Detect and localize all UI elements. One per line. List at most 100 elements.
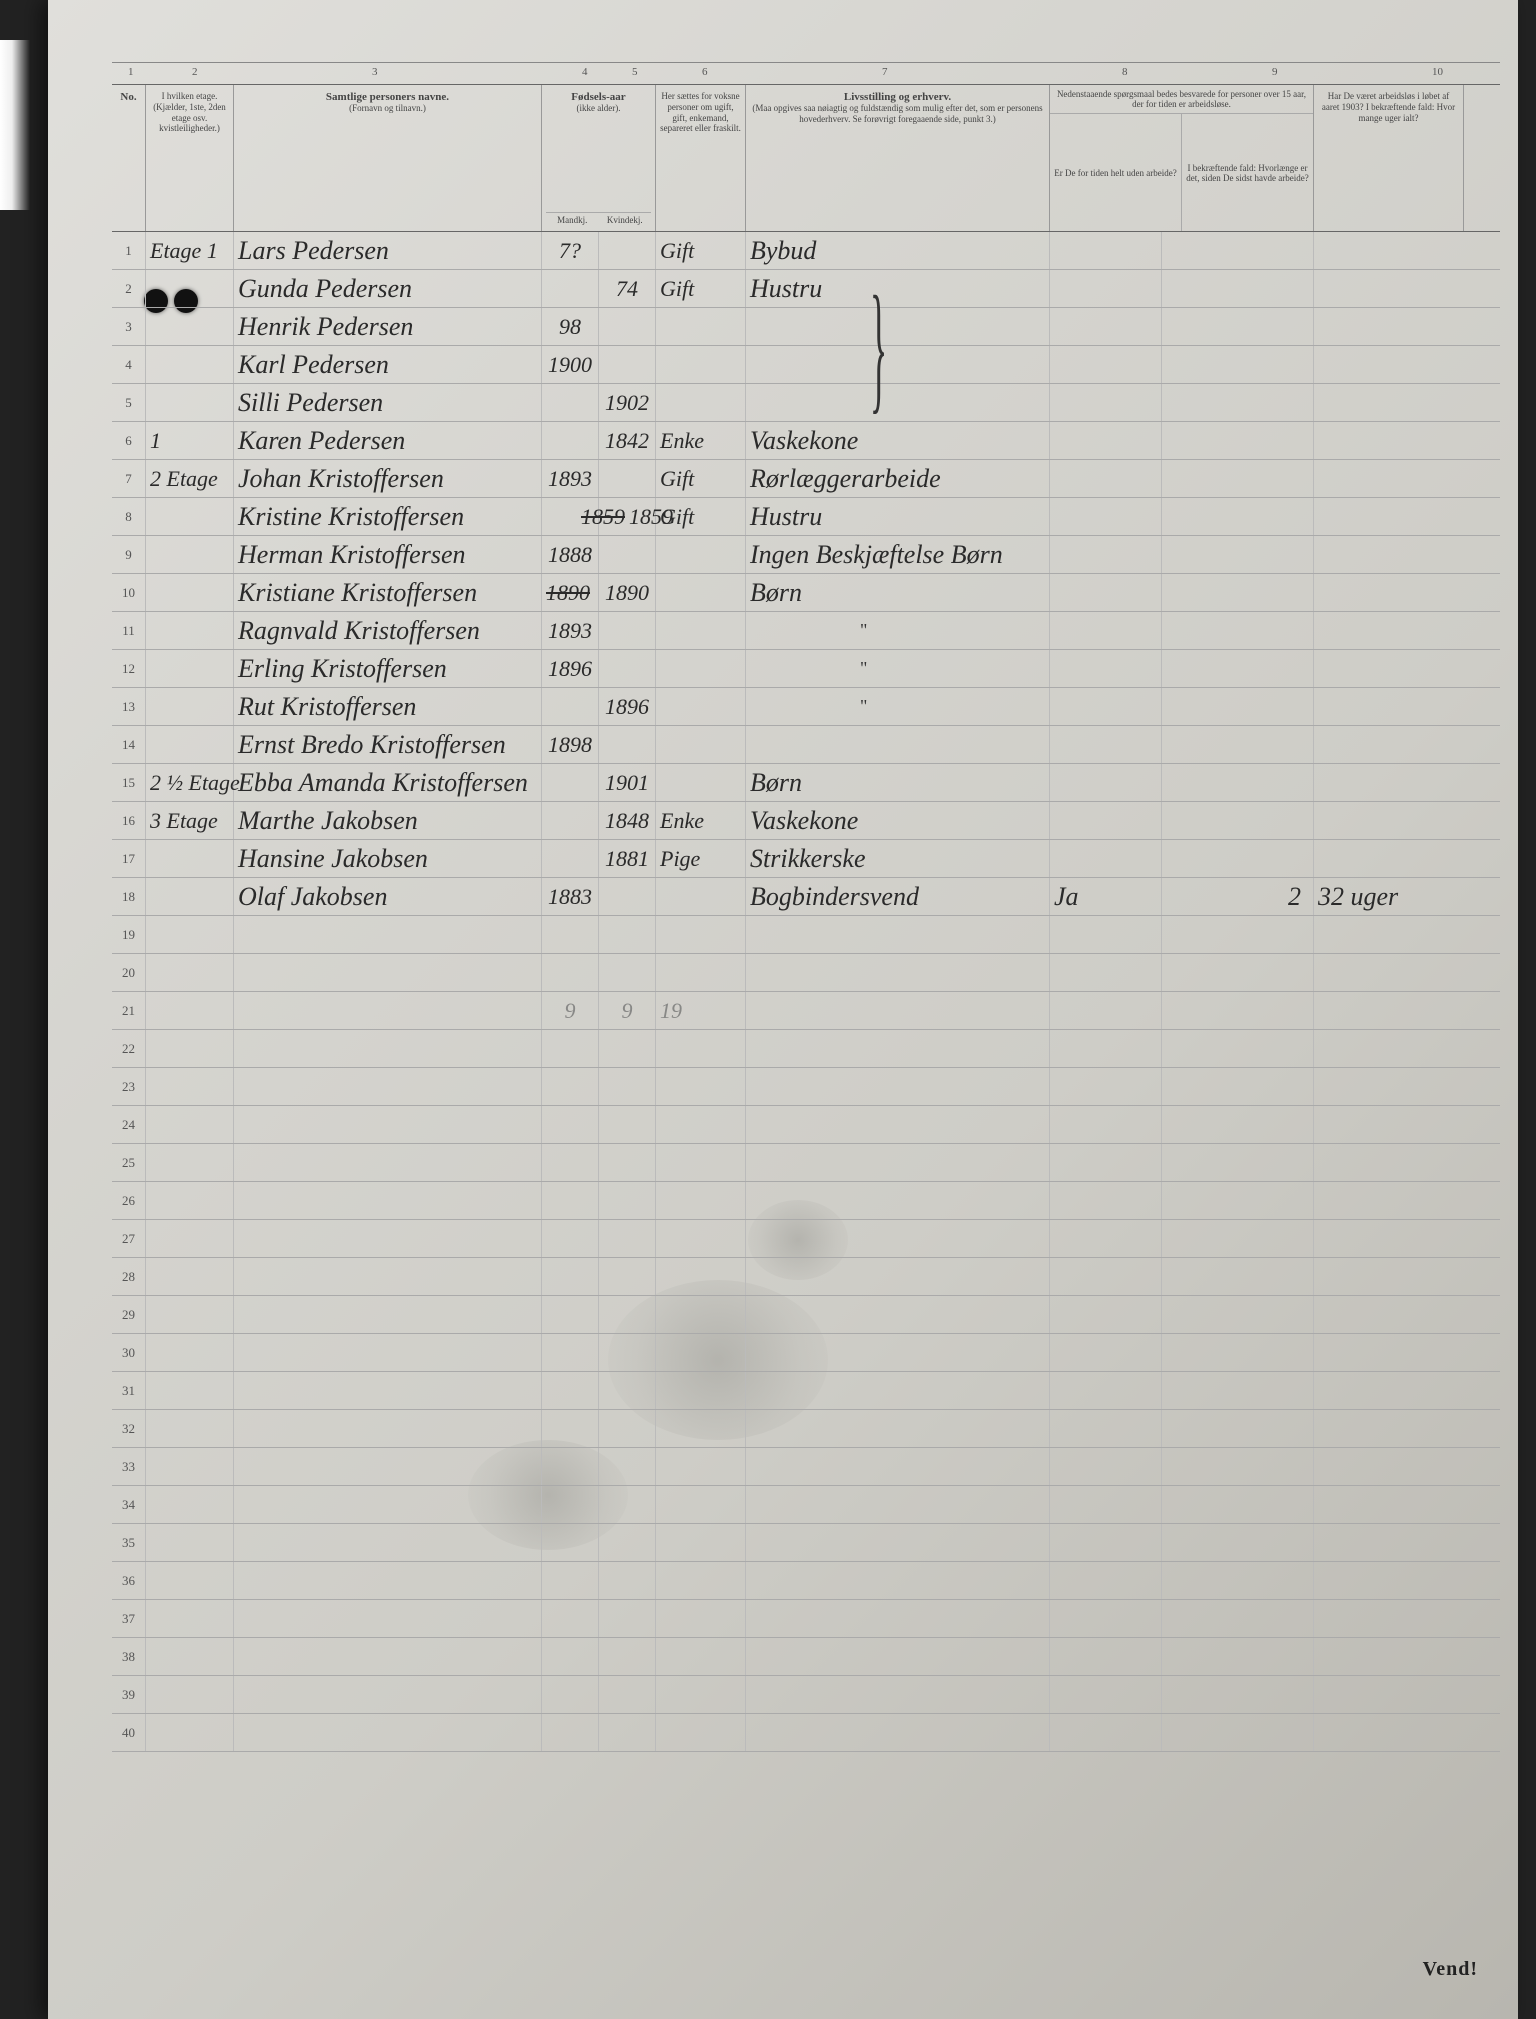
cell-year-female [599,1106,656,1143]
column-number: 6 [702,66,708,78]
cell-etage [146,574,234,611]
cell-etage [146,1258,234,1295]
cell-civil [656,954,746,991]
cell-occupation: Bogbindersvend [746,878,1050,915]
cell-name: Johan Kristoffersen [234,460,542,497]
column-number: 10 [1432,66,1443,78]
table-row-empty: 219919 [112,992,1500,1030]
cell-occupation: Ingen Beskjæftelse Børn [746,536,1050,573]
cell-name: Silli Pedersen [234,384,542,421]
cell-unemployed [1050,498,1162,535]
cell-name [234,1372,542,1409]
cell-occupation [746,1296,1050,1333]
cell-year-male [542,1220,599,1257]
cell-etage [146,650,234,687]
table-row-empty: 31 [112,1372,1500,1410]
cell-how-long [1162,992,1314,1029]
table-row-empty: 27 [112,1220,1500,1258]
cell-year-female [599,612,656,649]
header-unemployed-now: Er De for tiden helt uden arbeide? [1050,114,1182,231]
cell-weeks [1314,1600,1464,1637]
header-how-long: I bekræftende fald: Hvorlænge er det, si… [1182,114,1313,231]
cell-weeks [1314,1030,1464,1067]
cell-year-female [599,726,656,763]
cell-name: Ragnvald Kristoffersen [234,612,542,649]
cell-how-long [1162,840,1314,877]
cell-weeks [1314,308,1464,345]
cell-name [234,1258,542,1295]
cell-how-long [1162,1334,1314,1371]
cell-etage [146,1410,234,1447]
cell-civil: Enke [656,422,746,459]
cell-how-long [1162,1258,1314,1295]
cell-occupation [746,1486,1050,1523]
cell-etage [146,1334,234,1371]
cell-year-female [599,1334,656,1371]
cell-etage [146,1448,234,1485]
cell-year-male [542,1676,599,1713]
table-row-empty: 28 [112,1258,1500,1296]
cell-civil: Gift [656,460,746,497]
cell-how-long [1162,1220,1314,1257]
row-number: 36 [112,1562,146,1599]
cell-unemployed [1050,1182,1162,1219]
cell-year-male [542,1448,599,1485]
cell-occupation: Rørlæggerarbeide [746,460,1050,497]
cell-occupation [746,1068,1050,1105]
cell-weeks [1314,726,1464,763]
cell-unemployed [1050,1714,1162,1751]
cell-name: Hansine Jakobsen [234,840,542,877]
cell-occupation [746,1524,1050,1561]
cell-year-female: 1842 [599,422,656,459]
cell-year-male [542,1524,599,1561]
cell-name: Erling Kristoffersen [234,650,542,687]
cell-year-male [542,422,599,459]
cell-year-male [542,954,599,991]
cell-unemployed [1050,992,1162,1029]
cell-etage [146,1676,234,1713]
cell-occupation [746,1220,1050,1257]
cell-how-long [1162,688,1314,725]
table-row: 163 EtageMarthe Jakobsen1848EnkeVaskekon… [112,802,1500,840]
cell-etage [146,1030,234,1067]
cell-year-male: 1883 [542,878,599,915]
cell-civil [656,1144,746,1181]
header-civil-status: Her sættes for voksne personer om ugift,… [656,85,746,231]
cell-year-female [599,1258,656,1295]
table-row: 72 EtageJohan Kristoffersen1893GiftRørlæ… [112,460,1500,498]
header-unemployment-group: Nedenstaaende spørgsmaal bedes besvarede… [1050,85,1314,231]
cell-year-female [599,1068,656,1105]
row-number: 40 [112,1714,146,1751]
cell-etage [146,1106,234,1143]
cell-unemployed [1050,612,1162,649]
cell-occupation [746,916,1050,953]
row-number: 2 [112,270,146,307]
cell-year-female [599,650,656,687]
table-row: 152 ½ EtageEbba Amanda Kristoffersen1901… [112,764,1500,802]
row-number: 9 [112,536,146,573]
cell-etage [146,726,234,763]
row-number: 11 [112,612,146,649]
cell-year-female [599,878,656,915]
cell-name: Henrik Pedersen [234,308,542,345]
cell-unemployed [1050,916,1162,953]
cell-year-female [599,1372,656,1409]
cell-unemployed [1050,1296,1162,1333]
cell-occupation [746,308,1050,345]
cell-occupation [746,1182,1050,1219]
cell-civil [656,1106,746,1143]
cell-unemployed [1050,1258,1162,1295]
row-number: 34 [112,1486,146,1523]
cell-year-male [542,1144,599,1181]
cell-occupation: Børn [746,764,1050,801]
table-row-empty: 34 [112,1486,1500,1524]
cell-name [234,1030,542,1067]
cell-weeks [1314,764,1464,801]
cell-year-female [599,954,656,991]
cell-how-long [1162,1182,1314,1219]
cell-year-male: 1900 [542,346,599,383]
table-row-empty: 20 [112,954,1500,992]
cell-etage [146,1714,234,1751]
table-row-empty: 32 [112,1410,1500,1448]
cell-year-female [599,1638,656,1675]
